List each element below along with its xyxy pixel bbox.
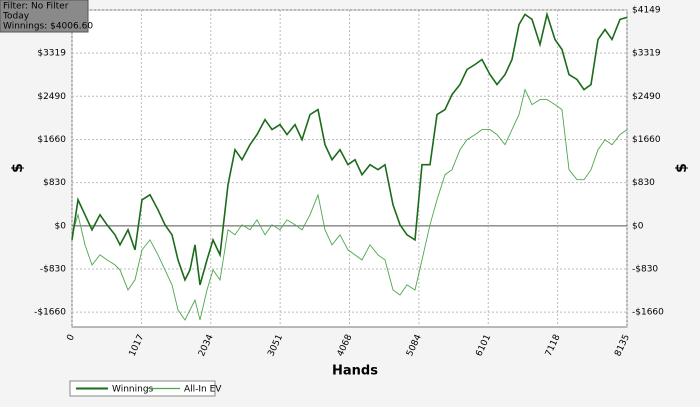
filter-text: Today: [2, 12, 30, 22]
y-tick-label: -$1660: [34, 308, 66, 318]
filter-text: Filter: No Filter: [3, 2, 69, 12]
y-tick-label: $3319: [37, 49, 66, 59]
y-tick-label: $830: [43, 178, 66, 188]
filter-box: [0, 0, 89, 33]
legend-label: Winnings: [112, 385, 154, 395]
y2-tick-label: $1660: [632, 135, 661, 145]
y2-tick-label: -$830: [632, 264, 658, 274]
y-axis-label: $: [10, 163, 26, 173]
series-line: [71, 11, 628, 286]
y-tick-label: $2490: [37, 92, 66, 102]
y-tick-label: $0: [55, 221, 67, 231]
legend-label: All-In EV: [184, 385, 222, 395]
y2-tick-label: $2490: [632, 92, 661, 102]
x-axis-label: Hands: [332, 364, 378, 379]
legend: [69, 380, 216, 397]
y2-tick-label: $3319: [632, 49, 661, 59]
filter-text: Winnings: $4006.60: [3, 22, 93, 32]
x-tick-label: 0: [65, 333, 77, 343]
y-tick-label: -$830: [40, 264, 66, 274]
y2-tick-label: -$1660: [632, 308, 664, 318]
y2-tick-label: $4149: [632, 6, 661, 16]
y2-tick-label: $0: [632, 221, 644, 231]
y2-tick-label: $830: [632, 178, 655, 188]
y2-axis-label: $: [674, 163, 690, 173]
series-line: [71, 88, 628, 321]
y-tick-label: $1660: [37, 135, 66, 145]
